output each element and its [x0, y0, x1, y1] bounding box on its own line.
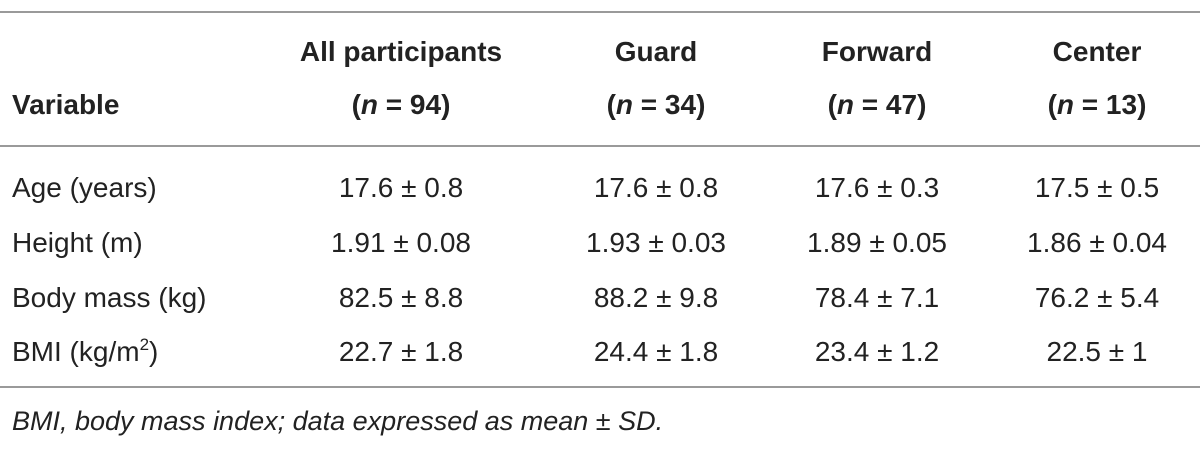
header-all-participants: All participants	[299, 36, 503, 67]
cell-body-mass-all: 82.5 ± 8.8	[338, 282, 464, 313]
cell-bmi-guard: 24.4 ± 1.8	[593, 336, 719, 367]
row-label-height: Height (m)	[12, 227, 143, 258]
row-label-age: Age (years)	[12, 172, 157, 203]
cell-age-guard: 17.6 ± 0.8	[593, 172, 719, 203]
cell-height-all: 1.91 ± 0.08	[331, 227, 471, 258]
header-center-n: (n = 13)	[1047, 89, 1147, 120]
header-center: Center	[1052, 36, 1142, 67]
table-footnote: BMI, body mass index; data expressed as …	[12, 406, 664, 436]
header-all-participants-n: (n = 94)	[351, 89, 451, 120]
header-guard-n: (n = 34)	[606, 89, 706, 120]
top-rule	[0, 11, 1200, 13]
cell-bmi-forward: 23.4 ± 1.2	[814, 336, 940, 367]
bottom-rule	[0, 386, 1200, 388]
header-rule	[0, 145, 1200, 147]
bmi-unit-superscript: 2	[139, 334, 150, 354]
cell-height-center: 1.86 ± 0.04	[1027, 227, 1167, 258]
cell-bmi-all: 22.7 ± 1.8	[338, 336, 464, 367]
row-label-bmi: BMI (kg/m2)	[12, 334, 159, 367]
cell-height-forward: 1.89 ± 0.05	[807, 227, 947, 258]
cell-bmi-center: 22.5 ± 1	[1046, 336, 1148, 367]
cell-age-all: 17.6 ± 0.8	[338, 172, 464, 203]
cell-height-guard: 1.93 ± 0.03	[586, 227, 726, 258]
cell-age-center: 17.5 ± 0.5	[1034, 172, 1160, 203]
cell-age-forward: 17.6 ± 0.3	[814, 172, 940, 203]
header-guard: Guard	[614, 36, 698, 67]
row-label-body-mass: Body mass (kg)	[12, 282, 207, 313]
cell-body-mass-guard: 88.2 ± 9.8	[593, 282, 719, 313]
cell-body-mass-center: 76.2 ± 5.4	[1034, 282, 1160, 313]
header-forward-n: (n = 47)	[827, 89, 927, 120]
cell-body-mass-forward: 78.4 ± 7.1	[814, 282, 940, 313]
variable-header: Variable	[12, 89, 120, 120]
header-forward: Forward	[821, 36, 933, 67]
